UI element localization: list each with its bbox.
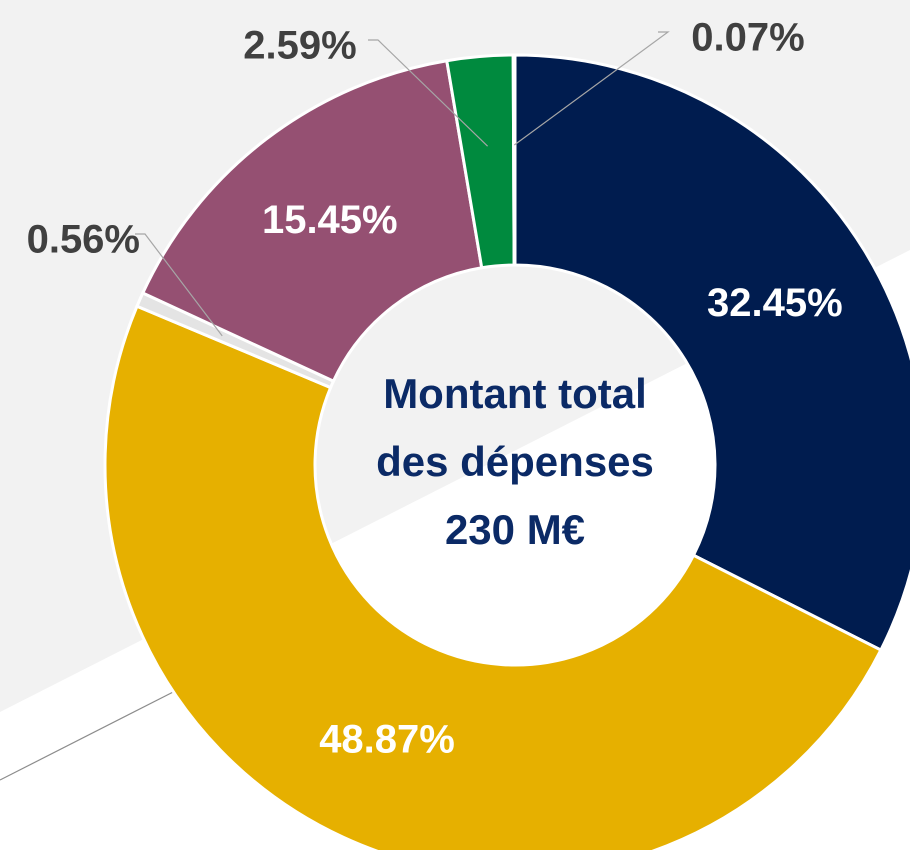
center-text: des dépenses xyxy=(376,438,654,485)
leader-line xyxy=(135,233,223,337)
data-label: 0.07% xyxy=(691,16,804,60)
decor-line xyxy=(0,685,186,781)
data-label: 2.59% xyxy=(243,24,356,68)
center-text: Montant total xyxy=(383,370,647,417)
donut-slice xyxy=(513,53,910,653)
donut-slice xyxy=(140,58,484,384)
donut-slice xyxy=(103,304,883,850)
data-label: 15.45% xyxy=(262,198,398,242)
data-label: 48.87% xyxy=(319,717,455,761)
data-label: 32.45% xyxy=(707,281,843,325)
leader-line xyxy=(368,39,489,147)
leader-line xyxy=(513,31,670,146)
donut-slice xyxy=(511,53,517,267)
center-text: 230 M€ xyxy=(445,506,585,553)
data-label: 0.56% xyxy=(27,218,140,262)
